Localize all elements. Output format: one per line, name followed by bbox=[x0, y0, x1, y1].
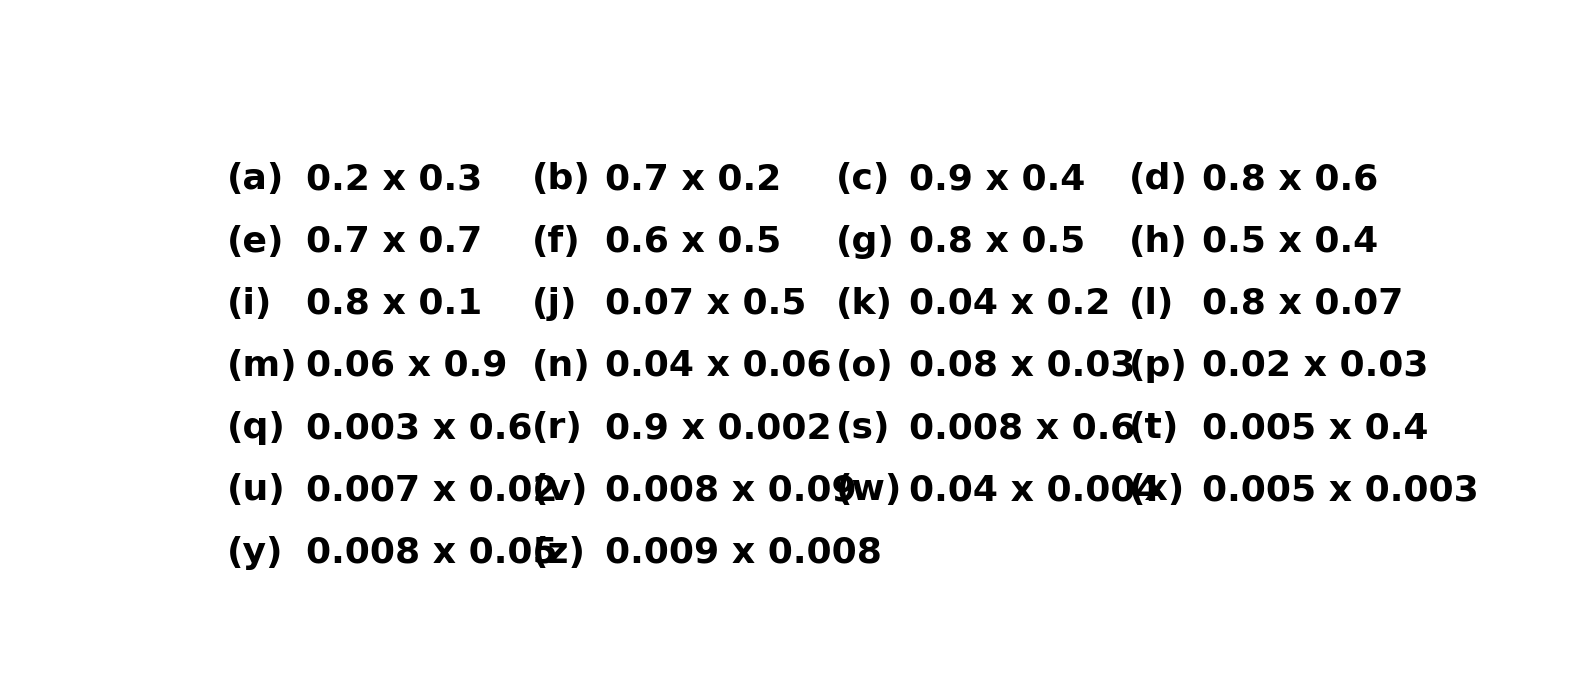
Text: (s): (s) bbox=[836, 411, 891, 445]
Text: (f): (f) bbox=[531, 225, 580, 258]
Text: (d): (d) bbox=[1129, 163, 1187, 196]
Text: (i): (i) bbox=[226, 287, 272, 321]
Text: (b): (b) bbox=[531, 163, 591, 196]
Text: (w): (w) bbox=[836, 473, 902, 507]
Text: (e): (e) bbox=[226, 225, 285, 258]
Text: 0.007 x 0.02: 0.007 x 0.02 bbox=[307, 473, 558, 507]
Text: 0.003 x 0.6: 0.003 x 0.6 bbox=[307, 411, 533, 445]
Text: (c): (c) bbox=[836, 163, 890, 196]
Text: 0.005 x 0.003: 0.005 x 0.003 bbox=[1201, 473, 1478, 507]
Text: 0.009 x 0.008: 0.009 x 0.008 bbox=[605, 535, 882, 570]
Text: (k): (k) bbox=[836, 287, 893, 321]
Text: 0.8 x 0.6: 0.8 x 0.6 bbox=[1201, 163, 1377, 196]
Text: 0.008 x 0.09: 0.008 x 0.09 bbox=[605, 473, 857, 507]
Text: (h): (h) bbox=[1129, 225, 1187, 258]
Text: (r): (r) bbox=[531, 411, 582, 445]
Text: 0.008 x 0.6: 0.008 x 0.6 bbox=[909, 411, 1135, 445]
Text: 0.06 x 0.9: 0.06 x 0.9 bbox=[307, 349, 508, 383]
Text: 0.04 x 0.004: 0.04 x 0.004 bbox=[909, 473, 1160, 507]
Text: (n): (n) bbox=[531, 349, 590, 383]
Text: 0.7 x 0.2: 0.7 x 0.2 bbox=[605, 163, 781, 196]
Text: 0.9 x 0.002: 0.9 x 0.002 bbox=[605, 411, 832, 445]
Text: 0.08 x 0.03: 0.08 x 0.03 bbox=[909, 349, 1135, 383]
Text: (q): (q) bbox=[226, 411, 286, 445]
Text: (z): (z) bbox=[531, 535, 585, 570]
Text: (g): (g) bbox=[836, 225, 894, 258]
Text: (a): (a) bbox=[226, 163, 285, 196]
Text: (o): (o) bbox=[836, 349, 894, 383]
Text: 0.8 x 0.1: 0.8 x 0.1 bbox=[307, 287, 483, 321]
Text: 0.005 x 0.4: 0.005 x 0.4 bbox=[1201, 411, 1427, 445]
Text: 0.2 x 0.3: 0.2 x 0.3 bbox=[307, 163, 483, 196]
Text: (p): (p) bbox=[1129, 349, 1187, 383]
Text: 0.02 x 0.03: 0.02 x 0.03 bbox=[1201, 349, 1427, 383]
Text: (m): (m) bbox=[226, 349, 297, 383]
Text: (u): (u) bbox=[226, 473, 286, 507]
Text: (j): (j) bbox=[531, 287, 577, 321]
Text: 0.04 x 0.06: 0.04 x 0.06 bbox=[605, 349, 832, 383]
Text: 0.7 x 0.7: 0.7 x 0.7 bbox=[307, 225, 483, 258]
Text: (x): (x) bbox=[1129, 473, 1185, 507]
Text: 0.8 x 0.07: 0.8 x 0.07 bbox=[1201, 287, 1402, 321]
Text: 0.6 x 0.5: 0.6 x 0.5 bbox=[605, 225, 781, 258]
Text: 0.07 x 0.5: 0.07 x 0.5 bbox=[605, 287, 806, 321]
Text: (v): (v) bbox=[531, 473, 588, 507]
Text: 0.9 x 0.4: 0.9 x 0.4 bbox=[909, 163, 1086, 196]
Text: 0.008 x 0.05: 0.008 x 0.05 bbox=[307, 535, 558, 570]
Text: 0.04 x 0.2: 0.04 x 0.2 bbox=[909, 287, 1110, 321]
Text: 0.8 x 0.5: 0.8 x 0.5 bbox=[909, 225, 1085, 258]
Text: (y): (y) bbox=[226, 535, 283, 570]
Text: (l): (l) bbox=[1129, 287, 1174, 321]
Text: 0.5 x 0.4: 0.5 x 0.4 bbox=[1201, 225, 1377, 258]
Text: (t): (t) bbox=[1129, 411, 1179, 445]
